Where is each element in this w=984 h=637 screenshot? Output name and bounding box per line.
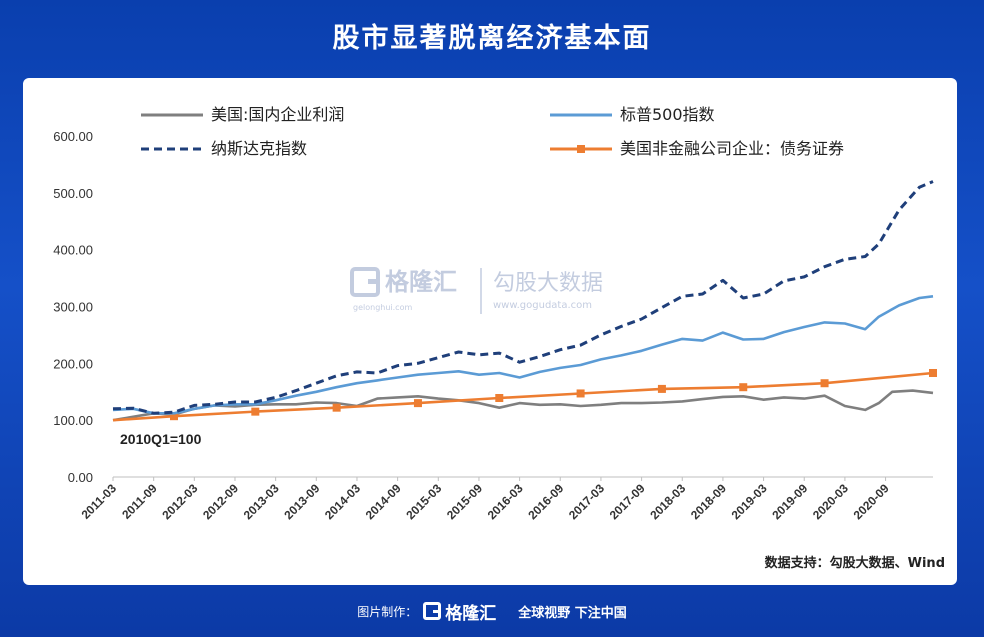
- footer: 图片制作： 格隆汇 全球视野 下注中国: [0, 596, 984, 626]
- footer-slogan: 全球视野 下注中国: [518, 605, 627, 621]
- series-marker: [495, 394, 504, 403]
- y-tick-label: 500.00: [53, 186, 93, 201]
- series-marker: [576, 389, 585, 398]
- series-line: [112, 180, 934, 415]
- series-marker: [332, 403, 341, 412]
- series-line: [112, 389, 934, 422]
- series-marker: [413, 399, 422, 408]
- series-line: [112, 295, 934, 415]
- footer-made-by: 图片制作：: [357, 604, 418, 619]
- chart-card: 格隆汇 gelonghui.com 勾股大数据 www.gogudata.com…: [23, 78, 957, 585]
- data-source-note: 数据支持：勾股大数据、Wind: [764, 556, 945, 571]
- x-tick-label: 2013-09: [281, 481, 322, 522]
- x-tick-label: 2015-03: [403, 481, 444, 522]
- y-tick-label: 200.00: [53, 356, 93, 371]
- legend-marker: [577, 145, 585, 153]
- y-tick-label: 0.00: [68, 470, 93, 485]
- series-marker: [169, 412, 178, 421]
- series-marker: [820, 379, 829, 388]
- x-tick-label: 2018-03: [647, 481, 688, 522]
- x-tick-label: 2017-03: [566, 481, 607, 522]
- x-tick-label: 2017-09: [607, 481, 648, 522]
- watermark: 格隆汇 gelonghui.com 勾股大数据 www.gogudata.com: [350, 267, 603, 314]
- footer-brand: 格隆汇: [445, 603, 497, 624]
- x-tick-label: 2012-09: [200, 481, 241, 522]
- line-chart: 格隆汇 gelonghui.com 勾股大数据 www.gogudata.com…: [53, 105, 937, 522]
- x-tick-label: 2013-03: [241, 481, 282, 522]
- brand-logo-icon: [423, 602, 442, 620]
- y-tick-label: 300.00: [53, 300, 93, 315]
- legend-label: 标普500指数: [620, 105, 715, 124]
- legend-label: 美国:国内企业利润: [211, 105, 344, 124]
- x-tick-label: 2014-09: [363, 481, 404, 522]
- x-tick-label: 2019-03: [729, 481, 770, 522]
- x-tick-label: 2018-09: [688, 481, 729, 522]
- watermark-partner-url: www.gogudata.com: [493, 300, 592, 311]
- legend-label: 美国非金融公司企业：债务证券: [620, 139, 844, 158]
- x-tick-label: 2016-03: [485, 481, 526, 522]
- series-marker: [929, 368, 937, 377]
- series-marker: [251, 407, 260, 416]
- series-marker: [739, 383, 748, 392]
- x-tick-label: 2014-03: [322, 481, 363, 522]
- y-tick-label: 600.00: [53, 129, 93, 144]
- x-tick-label: 2019-09: [769, 481, 810, 522]
- y-tick-label: 400.00: [53, 243, 93, 258]
- x-tick-label: 2016-09: [525, 481, 566, 522]
- legend-label: 纳斯达克指数: [211, 139, 307, 158]
- x-tick-label: 2015-09: [444, 481, 485, 522]
- x-tick-label: 2020-03: [810, 481, 851, 522]
- series-marker: [657, 384, 666, 393]
- index-base-annotation: 2010Q1=100: [120, 431, 202, 447]
- footer-logo: 格隆汇: [423, 599, 496, 624]
- y-tick-label: 100.00: [53, 413, 93, 428]
- x-tick-label: 2011-03: [79, 481, 120, 522]
- brand-logo-icon: [350, 267, 380, 297]
- watermark-domain-small: gelonghui.com: [353, 303, 412, 312]
- watermark-partner: 勾股大数据: [493, 271, 603, 296]
- x-tick-label: 2020-09: [851, 481, 892, 522]
- watermark-brand: 格隆汇: [385, 268, 457, 296]
- x-tick-label: 2012-03: [159, 481, 200, 522]
- page-title: 股市显著脱离经济基本面: [332, 23, 652, 54]
- x-tick-label: 2011-09: [119, 481, 160, 522]
